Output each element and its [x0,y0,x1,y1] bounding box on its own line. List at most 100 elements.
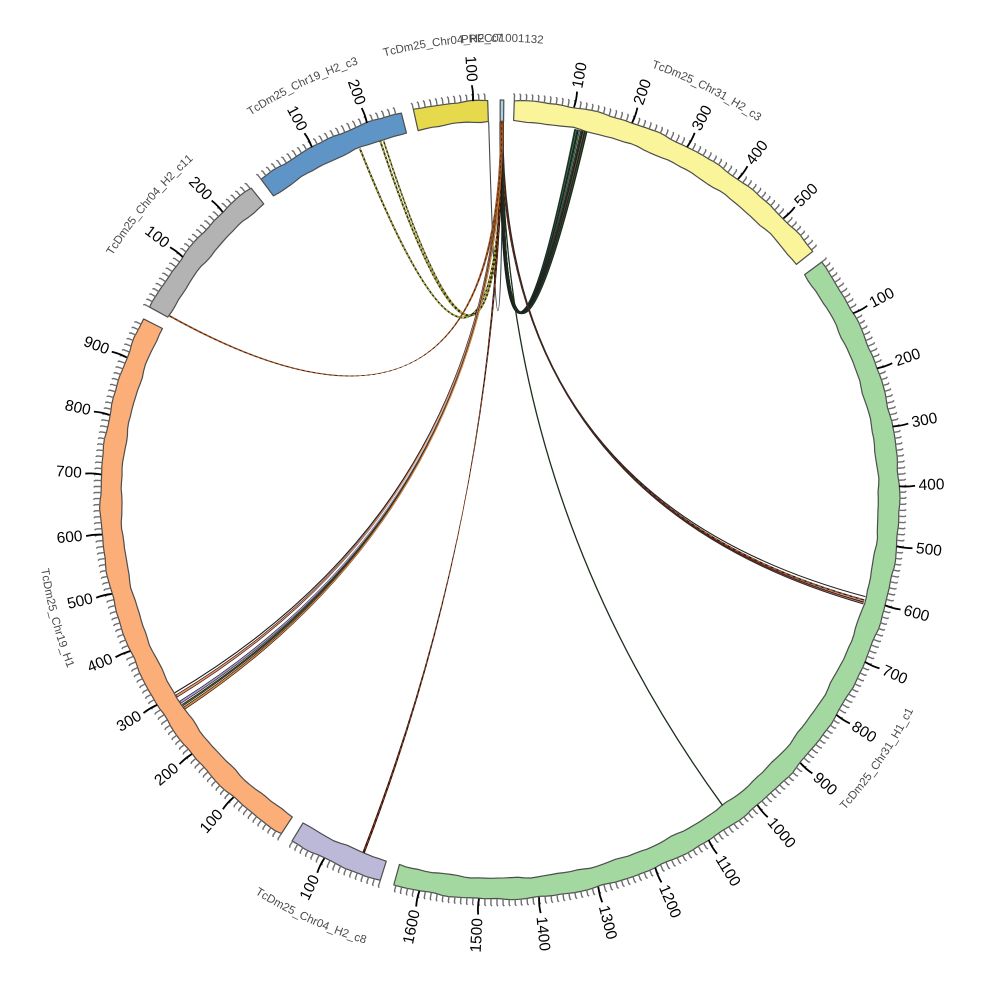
svg-text:400: 400 [918,476,945,494]
svg-text:_: _ [47,609,61,620]
svg-text:H: H [60,651,74,663]
svg-text:100: 100 [569,61,591,90]
svg-text:1: 1 [883,740,897,752]
svg-text:2: 2 [44,597,57,606]
svg-text:m: m [670,66,683,81]
svg-text:1: 1 [894,722,908,734]
svg-text:5: 5 [45,604,58,613]
svg-text:2: 2 [679,70,690,84]
svg-text:c: c [900,711,913,722]
svg-text:0: 0 [492,33,499,45]
svg-text:500: 500 [66,590,96,613]
svg-text:5: 5 [286,904,297,918]
svg-text:2: 2 [332,62,342,75]
svg-text:H: H [324,64,336,78]
svg-text:T: T [38,568,51,577]
svg-text:c: c [259,890,270,903]
svg-text:h: h [51,624,64,634]
svg-text:c: c [353,931,362,944]
svg-text:5: 5 [278,86,289,100]
svg-text:1400: 1400 [533,916,553,952]
svg-text:D: D [662,63,674,77]
svg-text:2: 2 [736,100,748,114]
svg-text:1: 1 [63,659,76,669]
svg-text:T: T [382,46,392,59]
svg-text:C: C [431,37,441,50]
svg-text:r: r [303,75,312,88]
svg-text:800: 800 [63,397,92,419]
svg-text:0: 0 [505,33,512,45]
svg-text:9: 9 [312,70,323,84]
svg-text:3: 3 [879,745,893,757]
svg-text:C: C [48,616,62,627]
svg-text:c: c [252,101,263,114]
svg-text:300: 300 [910,410,939,432]
svg-text:700: 700 [55,463,82,482]
svg-text:_: _ [483,33,491,45]
svg-text:c: c [39,575,52,583]
svg-text:h: h [440,36,448,49]
svg-text:600: 600 [56,528,84,547]
svg-text:0: 0 [314,917,325,931]
svg-text:500: 500 [915,540,943,560]
svg-text:c: c [746,107,758,120]
svg-text:5: 5 [419,39,427,52]
svg-text:m: m [42,588,56,600]
svg-text:1: 1 [518,33,525,45]
svg-text:D: D [40,580,53,590]
svg-text:C: C [484,33,493,45]
svg-text:3: 3 [712,87,723,101]
svg-text:3: 3 [530,34,537,46]
svg-text:_: _ [317,67,329,81]
svg-text:c: c [344,58,354,71]
svg-text:_: _ [345,929,356,943]
svg-text:c: c [491,33,497,45]
svg-text:1: 1 [54,633,67,643]
svg-text:h: h [305,913,316,927]
svg-text:R: R [468,33,477,45]
svg-text:r: r [52,630,65,637]
svg-text:c: c [657,61,667,74]
svg-text:r: r [877,751,889,761]
svg-text:0: 0 [450,35,458,48]
svg-text:7: 7 [497,33,503,45]
svg-text:D: D [395,43,406,57]
svg-text:H: H [332,924,344,938]
svg-text:1600: 1600 [400,908,424,946]
svg-text:H: H [469,33,478,45]
svg-text:r: r [311,916,319,929]
svg-text:100: 100 [461,55,480,82]
svg-text:2: 2 [537,34,544,47]
svg-text:c: c [389,45,398,58]
svg-text:2: 2 [478,33,485,45]
svg-text:1: 1 [718,90,729,104]
svg-text:2: 2 [272,89,283,103]
svg-text:_: _ [57,644,71,655]
svg-text:_: _ [462,34,471,47]
svg-text:9: 9 [55,639,68,649]
svg-text:1: 1 [524,33,531,45]
svg-text:1500: 1500 [468,917,487,953]
svg-text:0: 0 [511,33,518,45]
svg-text:1: 1 [499,33,505,45]
svg-text:4: 4 [320,920,331,934]
svg-text:F: F [477,33,485,45]
svg-text:3: 3 [350,56,360,69]
svg-text:c: c [109,240,122,252]
svg-text:8: 8 [358,933,368,946]
svg-text:h: h [703,82,714,96]
svg-text:r: r [446,35,451,47]
svg-text:2: 2 [280,901,291,915]
svg-text:_: _ [337,59,349,73]
svg-text:1: 1 [903,706,917,717]
svg-text:r: r [143,195,155,206]
svg-text:5: 5 [684,73,695,87]
svg-text:r: r [709,85,718,97]
svg-text:_: _ [325,922,337,936]
svg-text:600: 600 [902,602,932,625]
svg-text:m: m [403,41,415,55]
svg-text:_: _ [424,38,434,51]
svg-text:P: P [461,34,470,47]
svg-text:h: h [297,76,308,90]
svg-text:T: T [650,59,661,73]
